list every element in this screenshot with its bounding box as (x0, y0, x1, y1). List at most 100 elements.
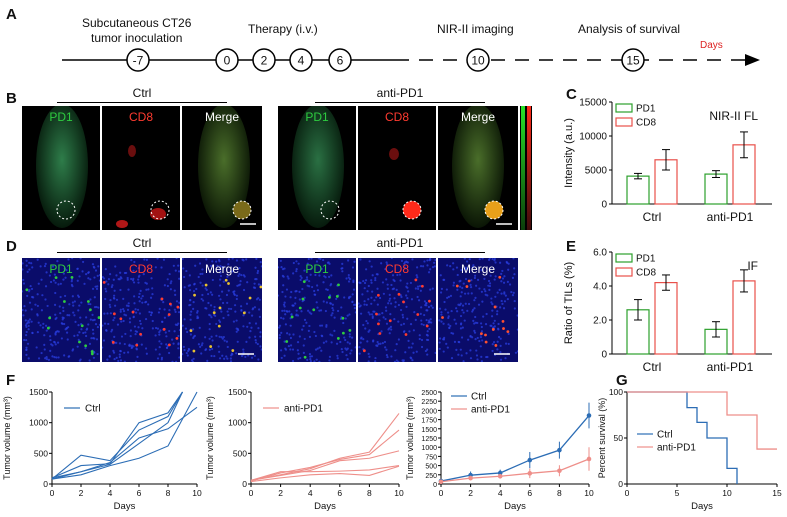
marker-dot (341, 331, 345, 335)
nucleus-dot (240, 354, 244, 358)
nucleus-dot (476, 321, 479, 325)
nucleus-dot (137, 326, 140, 329)
nucleus-dot (400, 259, 404, 263)
nucleus-dot (170, 280, 173, 283)
chart-f3: 0 250 500 750 1000 1250 1500 1750 2000 2250 2500 0 2… (405, 390, 594, 512)
nucleus-dot (59, 295, 62, 299)
timeline: -7 0 2 4 6 10 15 (62, 48, 760, 72)
nucleus-dot (67, 258, 70, 261)
nucleus-dot (197, 275, 200, 279)
nucleus-dot (126, 308, 130, 311)
legend-label-0: Ctrl (471, 392, 487, 403)
x-tick-label: 10 (722, 488, 732, 498)
nucleus-dot (446, 296, 449, 299)
nucleus-dot (450, 331, 453, 335)
nucleus-dot (463, 258, 466, 260)
nucleus-dot (513, 307, 516, 310)
nucleus-dot (173, 330, 176, 333)
nucleus-dot (459, 323, 463, 326)
nucleus-dot (151, 327, 154, 330)
marker-dot (88, 308, 92, 312)
b-ctrl-merge-label: Merge (204, 110, 239, 124)
nucleus-dot (348, 277, 352, 281)
nucleus-dot (215, 322, 218, 326)
y-tick-label: 10000 (579, 132, 607, 143)
nucleus-dot (473, 274, 477, 277)
marker-dot (227, 282, 230, 285)
nucleus-dot (323, 275, 326, 278)
nucleus-dot (211, 278, 214, 282)
nucleus-dot (393, 318, 396, 321)
nucleus-dot (245, 302, 249, 305)
nucleus-dot (279, 259, 282, 263)
nucleus-dot (443, 278, 446, 281)
nucleus-dot (351, 266, 355, 269)
nucleus-dot (404, 351, 407, 354)
bar-cd8-0 (654, 281, 678, 355)
nucleus-dot (222, 280, 225, 283)
nucleus-dot (77, 338, 80, 342)
nucleus-dot (142, 273, 145, 276)
nucleus-dot (136, 355, 139, 359)
nucleus-dot (319, 324, 322, 327)
nucleus-dot (223, 339, 226, 342)
nucleus-dot (29, 284, 32, 288)
nucleus-dot (400, 323, 403, 326)
nucleus-dot (168, 309, 171, 312)
nucleus-dot (289, 348, 292, 351)
nucleus-dot (446, 311, 450, 314)
nucleus-dot (494, 275, 497, 278)
nucleus-dot (420, 306, 423, 309)
nucleus-dot (45, 355, 48, 359)
nucleus-dot (299, 356, 302, 360)
nucleus-dot (134, 333, 137, 336)
nucleus-dot (461, 286, 464, 290)
legend-swatch-cd8 (615, 267, 633, 277)
x-tick-label: 4 (308, 488, 313, 498)
nucleus-dot (484, 323, 488, 326)
nucleus-dot (503, 275, 506, 278)
nucleus-dot (197, 343, 201, 346)
nucleus-dot (123, 313, 126, 316)
nucleus-dot (485, 312, 488, 316)
nucleus-dot (28, 301, 32, 304)
nucleus-dot (405, 260, 408, 264)
nucleus-dot (479, 345, 482, 348)
nucleus-dot (172, 342, 175, 345)
nucleus-dot (43, 348, 46, 351)
nucleus-dot (76, 294, 80, 297)
nucleus-dot (358, 281, 361, 284)
nucleus-dot (105, 290, 108, 293)
nucleus-dot (301, 328, 304, 331)
nucleus-dot (327, 261, 330, 264)
nucleus-dot (194, 264, 197, 267)
nucleus-dot (365, 303, 368, 307)
nucleus-dot (253, 282, 256, 285)
nucleus-dot (500, 299, 503, 303)
nucleus-dot (229, 357, 232, 360)
nucleus-dot (218, 319, 221, 322)
nucleus-dot (308, 335, 312, 338)
nucleus-dot (292, 261, 295, 265)
nucleus-dot (298, 290, 301, 293)
nucleus-dot (475, 284, 478, 287)
nucleus-dot (393, 279, 396, 283)
nucleus-dot (157, 311, 161, 314)
nucleus-dot (128, 321, 132, 324)
nucleus-dot (154, 348, 157, 351)
y-tick-label: 500 (233, 448, 247, 458)
nucleus-dot (235, 319, 238, 322)
nucleus-dot (490, 297, 493, 300)
marker-dot (404, 333, 408, 336)
nucleus-dot (349, 352, 352, 355)
nucleus-dot (426, 259, 429, 262)
nucleus-dot (310, 258, 313, 260)
nucleus-dot (113, 316, 116, 319)
nucleus-dot (130, 344, 133, 347)
nucleus-dot (374, 278, 377, 282)
nucleus-dot (208, 328, 211, 331)
nucleus-dot (54, 313, 57, 316)
x-tick-label: 2 (278, 488, 283, 498)
nucleus-dot (231, 270, 234, 273)
x-tick-label: 6 (137, 488, 142, 498)
